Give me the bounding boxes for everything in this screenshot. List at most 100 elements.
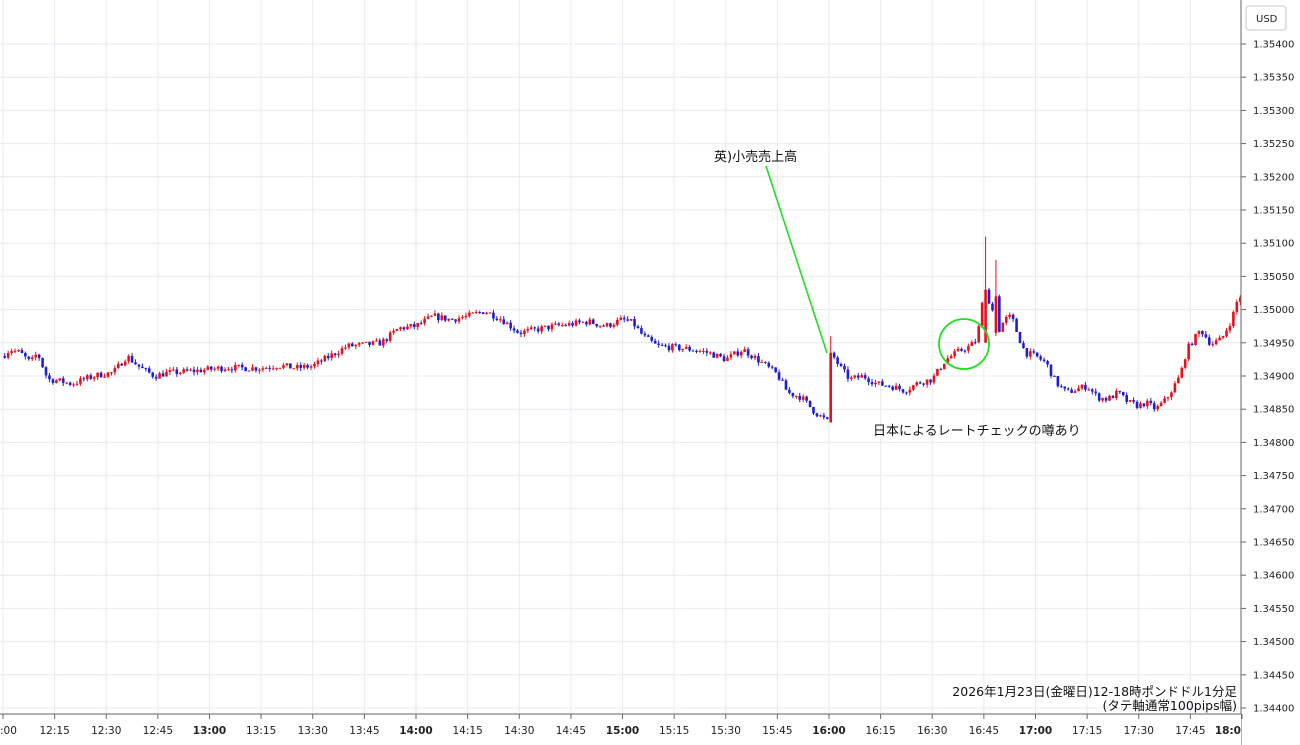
candle-body [925, 379, 929, 385]
candle-body [144, 368, 148, 370]
candle-body [306, 365, 309, 368]
candle-body [1101, 397, 1104, 401]
candle-body [357, 343, 361, 345]
candle-body [1018, 332, 1022, 344]
candle-body [681, 348, 685, 351]
candle-body [96, 372, 99, 378]
time-tick-label: 12:45 [143, 725, 173, 737]
candle-body [24, 353, 27, 357]
candle-body [967, 345, 970, 351]
candle-body [660, 344, 664, 346]
candle-body [784, 380, 788, 390]
candle-body [1232, 311, 1235, 327]
candle-body [1156, 406, 1159, 410]
candle-body [199, 369, 203, 373]
candle-body [722, 356, 726, 362]
candle-body [1104, 397, 1108, 401]
candle-body [79, 378, 82, 384]
price-axis-ticks: 1.35400 1.35350 1.35300 1.35250 1.35200 1.351… [1241, 40, 1294, 715]
candle-body [320, 360, 323, 362]
candle-body [1225, 330, 1228, 337]
candle-body [760, 361, 764, 363]
candle-body [1177, 377, 1180, 384]
price-tick-label: 1.34750 [1253, 471, 1294, 482]
candle-body [30, 357, 34, 360]
candle-body [499, 319, 502, 321]
candle-body [929, 379, 932, 383]
candle-body [1235, 301, 1239, 312]
candle-body [905, 392, 908, 394]
candle-body [887, 385, 891, 387]
candle-body [1049, 364, 1053, 376]
candle-body [299, 365, 303, 368]
candle-body [388, 332, 392, 341]
candle-body [468, 312, 471, 316]
candle-body [1008, 314, 1011, 317]
candle-body [684, 346, 688, 349]
candle-body [175, 369, 179, 374]
price-tick-label: 1.34550 [1253, 604, 1294, 615]
candle-body [1025, 348, 1029, 357]
candle-body [609, 323, 612, 327]
candle-body [953, 351, 956, 357]
candle-body [48, 375, 51, 380]
candle-body [567, 323, 571, 326]
candle-body [554, 323, 557, 325]
candle-body [130, 355, 134, 363]
candle-body [622, 317, 626, 320]
candle-body [13, 350, 17, 352]
candle-body [702, 350, 705, 352]
candle-body [426, 316, 430, 319]
candle-body [419, 323, 423, 325]
candle-body [230, 369, 234, 371]
candle-body [970, 342, 974, 346]
candle-body [1238, 297, 1242, 302]
candle-body [495, 318, 499, 320]
candle-body [770, 366, 774, 368]
candle-body [629, 319, 633, 321]
candle-body [488, 312, 492, 314]
candle-body [550, 324, 554, 330]
candle-body [385, 339, 389, 341]
candle-body [99, 372, 103, 378]
candle-body [213, 368, 216, 370]
candle-body [116, 363, 120, 369]
candle-body [261, 368, 265, 370]
candle-body [619, 317, 623, 320]
candle-body [244, 367, 247, 372]
time-tick-label: 13:30 [298, 725, 328, 737]
price-tick-label: 1.35400 [1253, 40, 1294, 51]
candle-body [791, 392, 795, 397]
candle-body [51, 379, 55, 383]
candle-body [333, 353, 337, 356]
candle-body [774, 367, 777, 373]
candle-body [1029, 351, 1032, 357]
candle-body [295, 365, 299, 369]
candle-body [61, 378, 65, 383]
time-tick-label: 17:15 [1072, 725, 1102, 737]
candle-body [502, 319, 506, 325]
candle-body [767, 362, 771, 367]
candle-body [1163, 398, 1166, 403]
candle-body [185, 369, 189, 371]
candle-body [192, 369, 196, 373]
candle-body [302, 365, 306, 368]
candle-body [908, 389, 912, 393]
candle-body [860, 375, 863, 378]
candle-body [137, 364, 141, 367]
candle-body [278, 367, 282, 369]
candle-body [178, 372, 182, 374]
candle-body [560, 324, 564, 326]
candle-body [106, 372, 110, 377]
candle-body [289, 363, 292, 369]
candle-body [812, 407, 815, 414]
price-tick-label: 1.35350 [1253, 73, 1294, 84]
candle-body [739, 351, 743, 356]
candle-body [1183, 359, 1187, 368]
candle-body [454, 319, 457, 322]
candle-body [863, 375, 867, 379]
candle-body [832, 352, 836, 358]
candle-body [1087, 389, 1091, 391]
candle-body [340, 348, 344, 354]
price-tick-label: 1.35050 [1253, 272, 1294, 283]
